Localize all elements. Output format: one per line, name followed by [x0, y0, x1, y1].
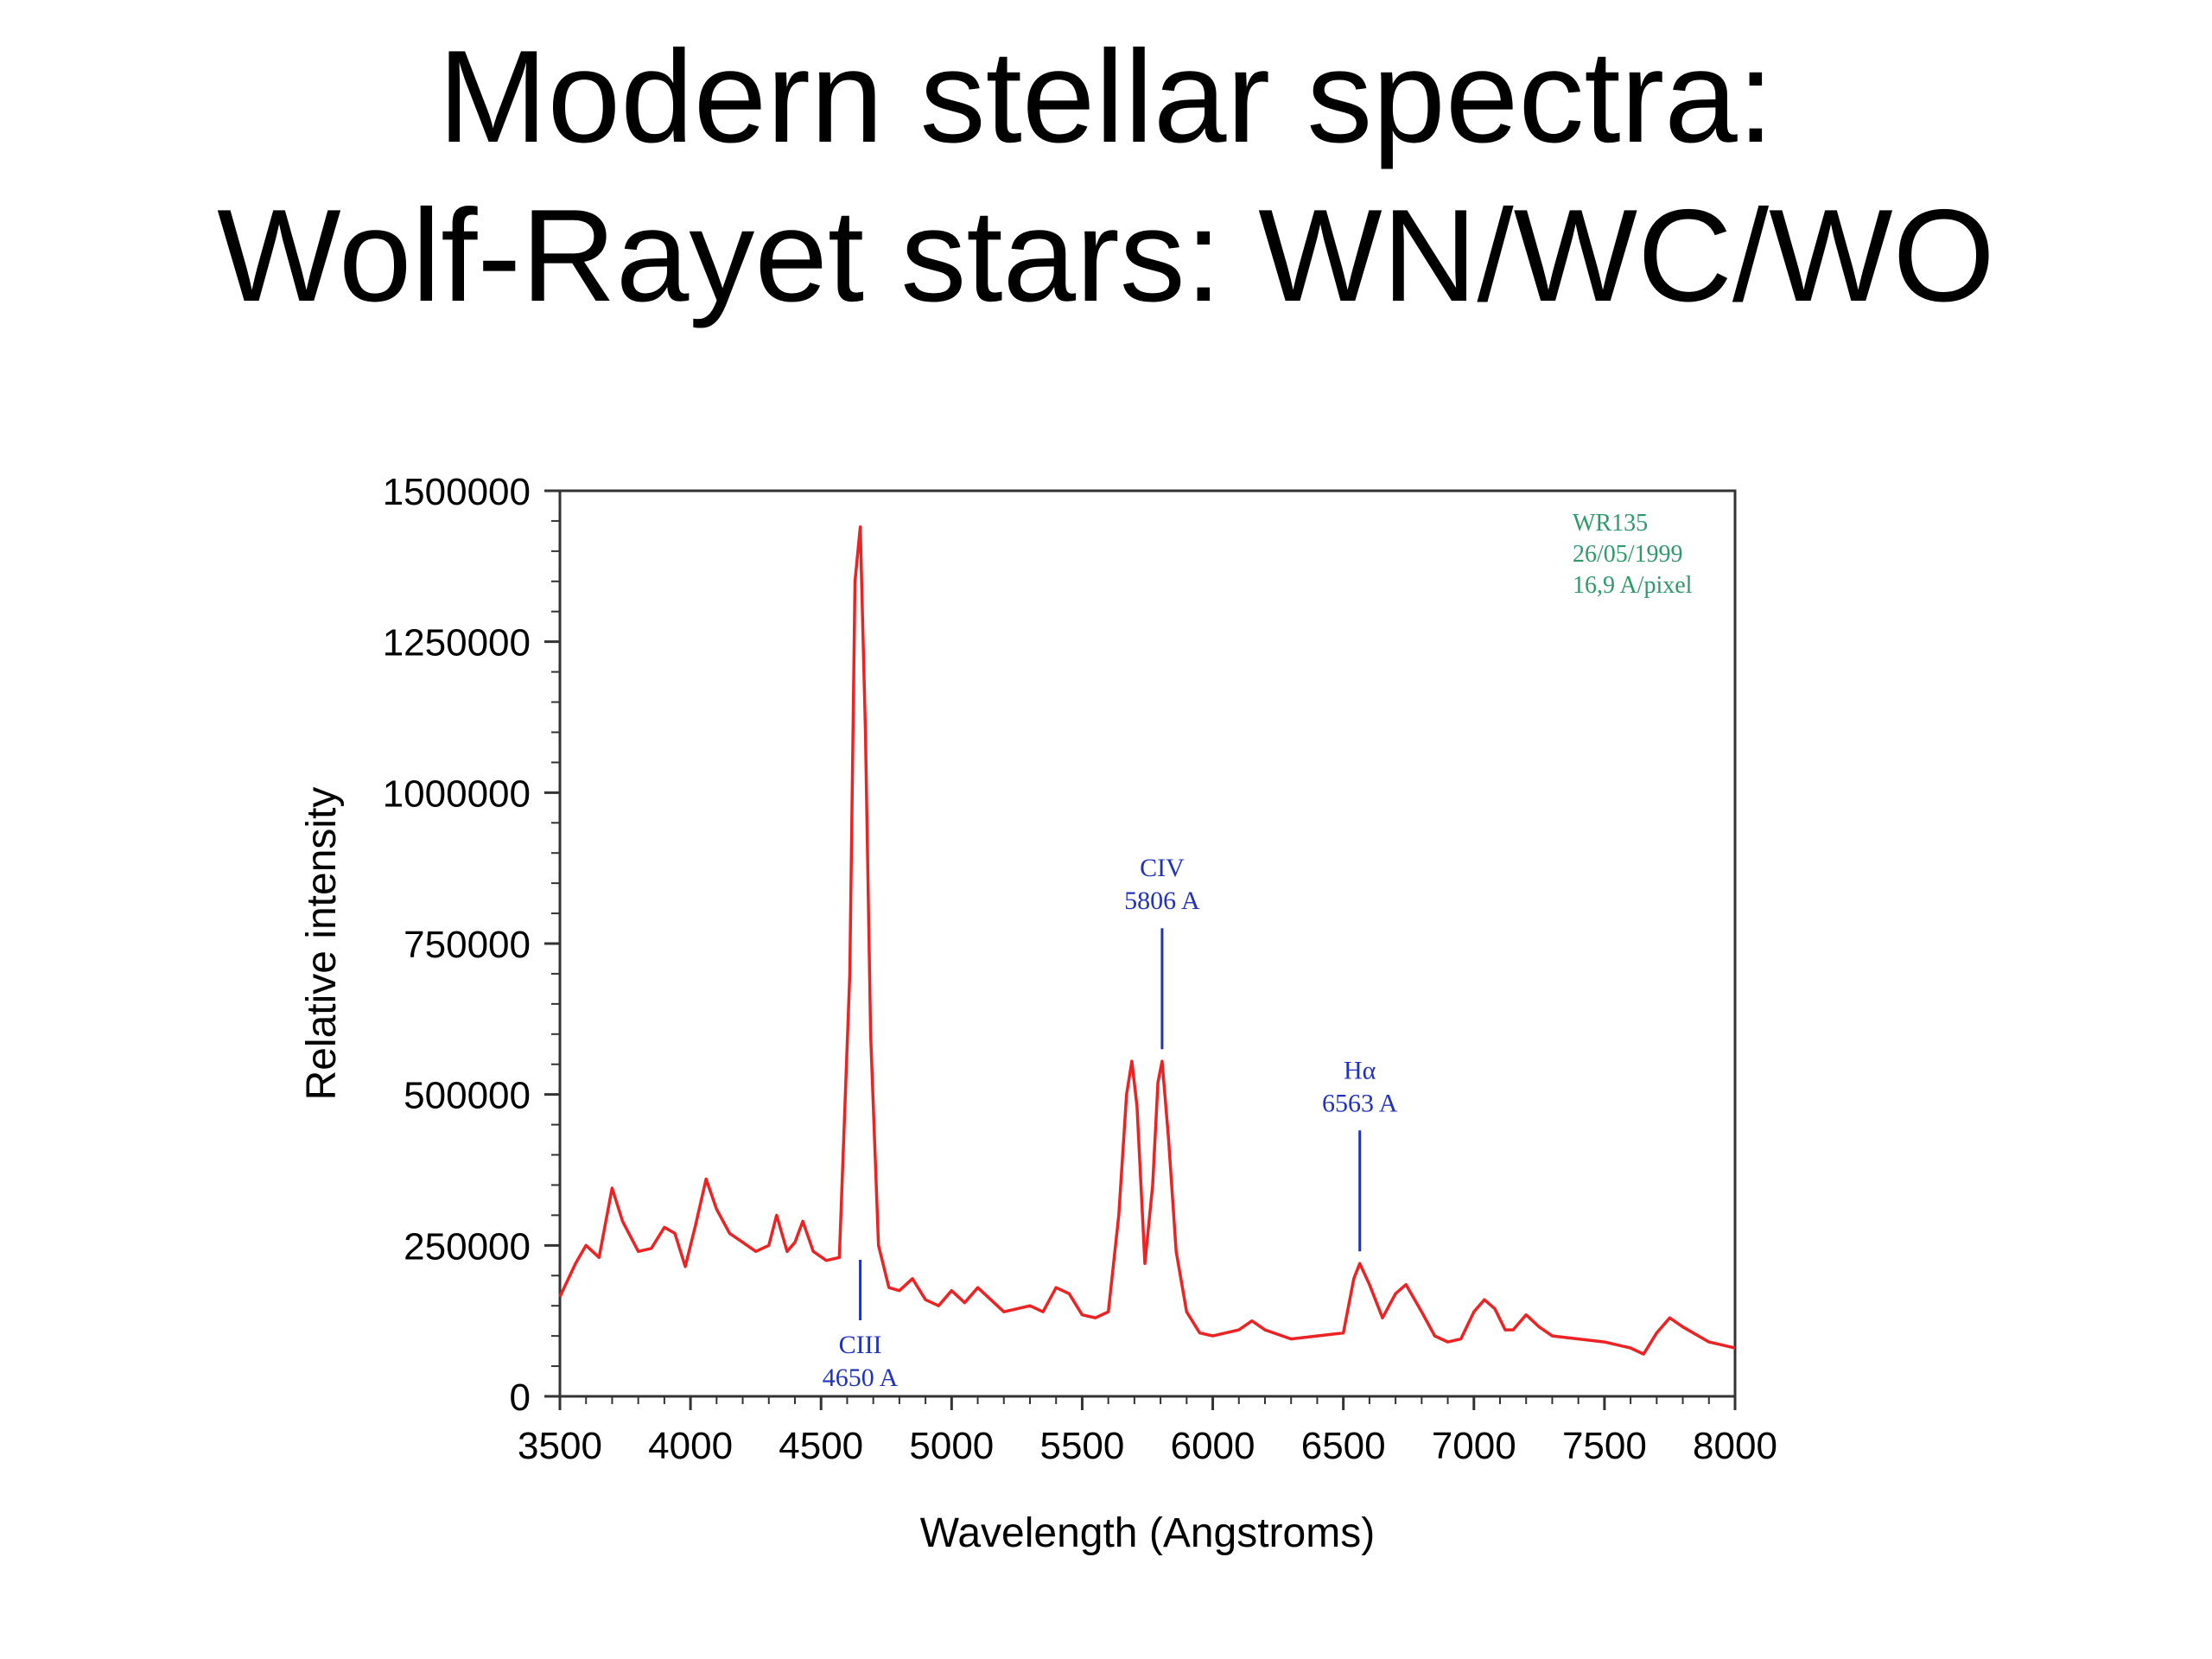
y-axis: 0 250000 500000 750000 1000000 1250000 1500000 [383, 471, 560, 1419]
annotation-1: CIV 5806 A [1124, 854, 1200, 1050]
slide-title: Modern stellar spectra: Wolf-Rayet stars… [0, 17, 2212, 335]
annotation-wavelength: 6563 A [1322, 1089, 1398, 1117]
info-date: 26/05/1999 [1573, 541, 1683, 568]
x-tick-label: 7500 [1562, 1425, 1647, 1467]
y-tick-label: 250000 [404, 1225, 531, 1268]
x-tick-label: 5500 [1039, 1425, 1124, 1467]
x-tick-label: 4000 [648, 1425, 733, 1467]
plot-frame [558, 489, 1737, 1398]
annotation-0: CIII 4650 A [823, 1260, 899, 1392]
annotation-ion: CIII [839, 1331, 882, 1359]
slide-title-line1: Modern stellar spectra: [438, 23, 1774, 170]
y-tick-label: 1000000 [383, 772, 531, 815]
x-tick-label: 6500 [1301, 1425, 1386, 1467]
y-tick-label: 500000 [404, 1075, 531, 1117]
x-tick-label: 8000 [1693, 1425, 1777, 1467]
annotation-wavelength: 5806 A [1124, 887, 1200, 915]
y-tick-label: 750000 [404, 924, 531, 966]
annotation-ion: Hα [1344, 1056, 1376, 1084]
spectrum-line [558, 525, 1736, 1356]
y-axis-label: Relative intensity [299, 787, 345, 1101]
x-tick-label: 3500 [518, 1425, 602, 1467]
y-tick-label: 1250000 [383, 622, 531, 664]
info-dispersion: 16,9 A/pixel [1573, 572, 1693, 599]
info-box: WR135 26/05/1999 16,9 A/pixel [1573, 510, 1693, 599]
line-annotations: CIII 4650 A CIV 5806 A Hα 6563 A [823, 854, 1398, 1392]
annotation-wavelength: 4650 A [823, 1363, 899, 1392]
slide-title-line2: Wolf-Rayet stars: WN/WC/WO [217, 182, 1995, 329]
y-tick-label: 0 [510, 1376, 531, 1419]
y-tick-label: 1500000 [383, 471, 531, 513]
annotation-ion: CIV [1140, 854, 1185, 882]
info-star-name: WR135 [1573, 510, 1648, 537]
x-tick-label: 7000 [1432, 1425, 1516, 1467]
annotation-2: Hα 6563 A [1322, 1056, 1398, 1252]
x-axis: 3500 4000 4500 5000 5500 6000 6500 7000 7500 8000 [518, 1396, 1777, 1467]
x-tick-label: 4500 [779, 1425, 863, 1467]
x-axis-label: Wavelength (Angstroms) [920, 1510, 1375, 1556]
x-tick-label: 6000 [1171, 1425, 1255, 1467]
x-tick-label: 5000 [909, 1425, 994, 1467]
